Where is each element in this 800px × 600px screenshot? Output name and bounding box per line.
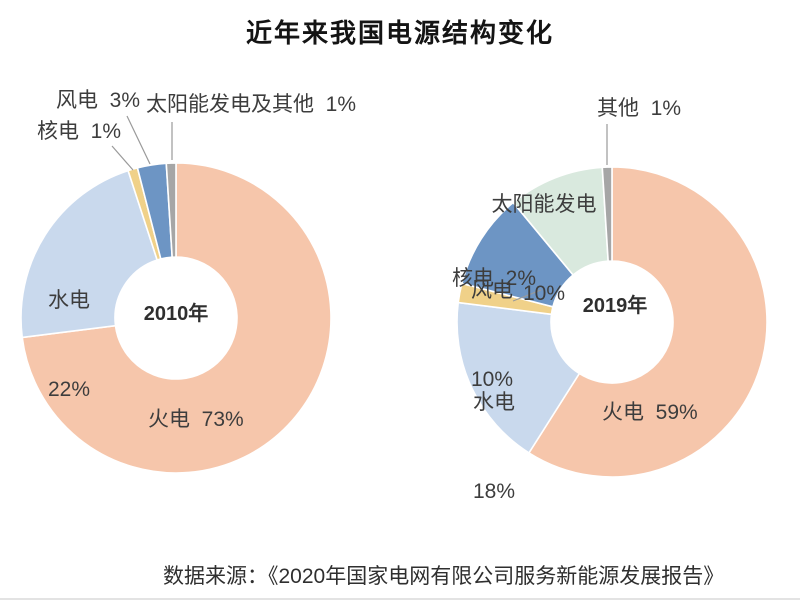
label-wind-2010: 风电 3% <box>56 89 141 112</box>
label-thermal-2019: 火电 59% <box>602 401 698 424</box>
label-thermal-2010: 火电 73% <box>148 408 244 431</box>
slice-hydro-2019 <box>456 301 581 454</box>
label-other-2019: 其他 1% <box>597 97 682 120</box>
label-wind-2019-value: 10% <box>470 368 514 392</box>
label-hydro-2019-name: 水电 <box>473 390 515 414</box>
label-nuclear-2010: 核电 1% <box>37 120 122 143</box>
slice-solar-other-2010 <box>165 162 177 258</box>
label-solar-2019-name: 太阳能发电 <box>491 192 597 216</box>
label-solar-2019-value: 10% <box>522 282 566 306</box>
slice-other-2019 <box>601 166 613 262</box>
data-source: 数据来源：《2020年国家电网有限公司服务新能源发展报告》 <box>163 565 725 588</box>
label-solar-other-2010: 太阳能发电及其他 1% <box>146 93 357 116</box>
leader-line <box>126 115 151 165</box>
label-solar-2019: 太阳能发电 10% <box>486 130 602 369</box>
label-nuclear-2019: 核电 2% <box>452 267 537 290</box>
slice-thermal-2019 <box>527 166 768 478</box>
label-hydro-2019-value: 18% <box>472 480 516 504</box>
slice-thermal-2010 <box>21 162 332 474</box>
leader-line <box>512 289 542 302</box>
label-hydro-2019: 水电 18% <box>466 328 522 567</box>
slice-hydro-2010 <box>20 169 159 339</box>
label-hydro-2010-name: 水电 <box>48 288 90 312</box>
label-hydro-2010: 水电 22% <box>48 226 90 465</box>
label-hydro-2010-value: 22% <box>48 378 91 402</box>
leader-line <box>111 145 134 171</box>
label-wind-2019: 风电 10% <box>464 216 520 455</box>
center-label-2019: 2019年 <box>582 295 648 317</box>
label-wind-2019-name: 风电 <box>471 278 513 302</box>
center-label-2010: 2010年 <box>143 303 209 325</box>
chart-title: 近年来我国电源结构变化 <box>245 18 554 48</box>
